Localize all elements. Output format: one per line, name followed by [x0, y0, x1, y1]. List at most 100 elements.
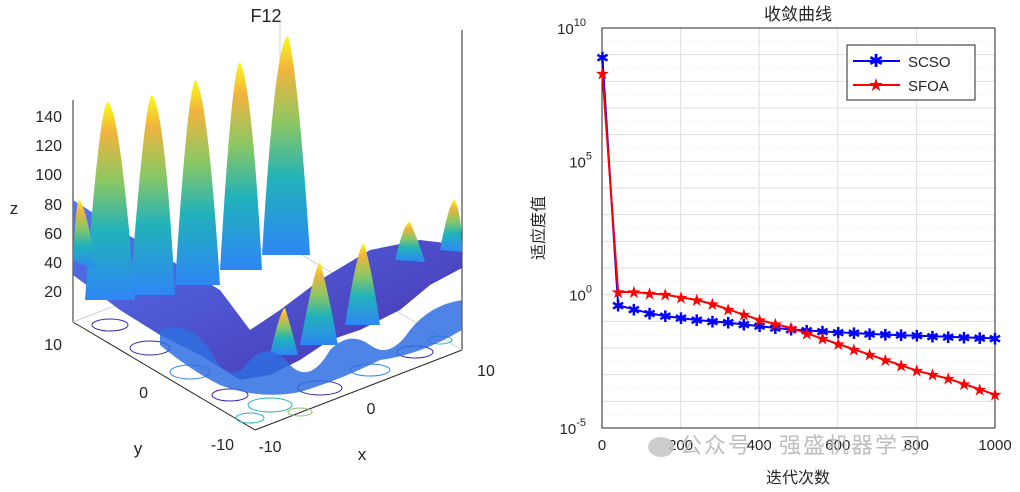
data-point-sfoa: ★	[689, 291, 704, 310]
data-point-scso: ✱	[957, 330, 970, 347]
data-point-scso: ✱	[753, 319, 766, 336]
y-tick: -10	[211, 437, 234, 454]
data-point-sfoa: ★	[768, 315, 783, 334]
data-point-scso: ✱	[643, 306, 656, 323]
data-point-sfoa: ★	[658, 286, 673, 305]
legend-box	[846, 44, 976, 101]
data-point-sfoa: ★	[595, 64, 610, 83]
chart-title: 收敛曲线	[764, 5, 832, 25]
data-point-sfoa: ★	[752, 311, 767, 330]
z-tick: 120	[35, 138, 62, 155]
data-point-scso: ✱	[737, 318, 750, 335]
data-point-scso: ✱	[690, 313, 703, 330]
y-tick-label: 1010	[557, 17, 586, 38]
data-point-scso: ✱	[800, 323, 813, 340]
z-tick: 40	[44, 255, 62, 272]
data-point-sfoa: ★	[909, 362, 924, 381]
surface-title: F12	[250, 6, 281, 26]
x-axis-ticks: -10 0 10	[258, 363, 495, 456]
data-point-scso: ✱	[879, 328, 892, 345]
data-point-scso: ✱	[926, 329, 939, 346]
convergence-chart-panel: 0 200 400 600 800 1000 10-5 100 105 1010 ✱ ✱ ✱ ✱ ✱ ✱ ✱ ✱…	[500, 0, 1020, 487]
legend-label-scso: SCSO	[908, 54, 951, 71]
data-point-sfoa: ★	[783, 319, 798, 338]
y-axis-label: y	[134, 439, 143, 458]
data-point-scso: ✱	[611, 298, 624, 315]
data-point-scso: ✱	[988, 331, 1001, 348]
x-axis-label: x	[358, 445, 367, 464]
x-tick-label: 800	[904, 437, 929, 454]
z-tick: 100	[35, 167, 62, 184]
x-tick-label: 400	[747, 437, 772, 454]
watermark-text: 公众号 · 强盛机器学习	[680, 434, 923, 459]
x-axis-title: 迭代次数	[766, 468, 830, 487]
data-point-sfoa: ★	[987, 386, 1002, 405]
legend-marker-scso: ✱	[868, 51, 883, 71]
data-point-sfoa: ★	[878, 351, 893, 370]
z-tick: 80	[44, 197, 62, 214]
data-point-sfoa: ★	[941, 370, 956, 389]
z-axis-ticks: 20 40 60 80 100 120 140	[35, 109, 62, 301]
data-point-sfoa: ★	[736, 306, 751, 325]
y-tick: 0	[139, 385, 148, 402]
x-tick-label: 200	[668, 437, 693, 454]
y-tick-label: 105	[569, 150, 592, 171]
data-point-scso: ✱	[942, 330, 955, 347]
series: ✱✱ ✱ ✱ ✱ ✱ ✱ ✱ ✱ ✱ ✱ ✱ ✱ ✱ ✱ ✱ ✱ ✱ ✱ ✱ ✱ ✱ ✱ ✱ ✱ ✱★★ ★ ★ ★ ★ ★ ★ ★ ★ ★ ★ ★ ★…	[595, 50, 1003, 404]
data-point-sfoa: ★	[972, 380, 987, 399]
y-axis-ticks: 10 0 -10	[44, 337, 234, 454]
data-point-sfoa: ★	[721, 300, 736, 319]
plot-frame	[601, 27, 996, 429]
data-point-scso: ✱	[674, 311, 687, 328]
data-point-scso: ✱	[847, 326, 860, 343]
data-point-scso: ✱	[910, 329, 923, 346]
y-axis-title: 适应度值	[529, 196, 548, 260]
y-tick-label: 100	[569, 284, 592, 305]
z-tick: 60	[44, 226, 62, 243]
data-point-scso: ✱	[831, 325, 844, 342]
data-point-scso: ✱	[721, 316, 734, 333]
data-point-sfoa: ★	[626, 283, 641, 302]
x-tick-label: 1000	[978, 437, 1011, 454]
x-tick: 10	[477, 363, 495, 380]
data-point-scso: ✱	[894, 328, 907, 345]
z-tick: 140	[35, 109, 62, 126]
data-point-sfoa: ★	[815, 330, 830, 349]
watermark: 公众号 · 强盛机器学习	[648, 428, 923, 460]
y-tick: 10	[44, 337, 62, 354]
data-point-sfoa: ★	[642, 284, 657, 303]
data-point-sfoa: ★	[799, 324, 814, 343]
data-point-scso: ✱	[863, 327, 876, 344]
data-point-sfoa: ★	[846, 340, 861, 359]
data-point-scso: ✱	[659, 309, 672, 326]
z-tick: 20	[44, 284, 62, 301]
x-tick-label: 0	[598, 437, 606, 454]
legend: ✱ SCSO ★ SFOA	[846, 44, 976, 101]
wechat-icon	[648, 437, 674, 457]
surface-peaks	[73, 36, 462, 355]
data-point-scso: ✱	[596, 50, 609, 67]
data-point-scso: ✱	[627, 302, 640, 319]
series-line-sfoa	[601, 73, 996, 396]
data-point-sfoa: ★	[831, 335, 846, 354]
x-tick: 0	[367, 401, 376, 418]
data-point-sfoa: ★	[705, 295, 720, 314]
x-tick: -10	[258, 439, 281, 456]
data-point-scso: ✱	[706, 314, 719, 331]
legend-marker-sfoa: ★	[868, 75, 884, 95]
surface-plot-panel: F12 20 40 60 80 100 120 140 z 10 0 -10 y…	[0, 0, 500, 487]
legend-label-sfoa: SFOA	[908, 78, 949, 95]
y-tick-label: 10-5	[560, 417, 586, 438]
data-point-sfoa: ★	[610, 283, 625, 302]
x-tick-label: 600	[825, 437, 850, 454]
z-axis-label: z	[10, 199, 19, 218]
data-point-sfoa: ★	[956, 375, 971, 394]
data-point-scso: ✱	[973, 331, 986, 348]
axis-ticks: 0 200 400 600 800 1000 10-5 100 105 1010	[557, 17, 1012, 454]
data-point-sfoa: ★	[862, 346, 877, 365]
data-point-sfoa: ★	[925, 366, 940, 385]
surface-front	[160, 300, 462, 395]
surface-plot: F12 20 40 60 80 100 120 140 z 10 0 -10 y…	[10, 6, 495, 464]
data-point-sfoa: ★	[893, 356, 908, 375]
